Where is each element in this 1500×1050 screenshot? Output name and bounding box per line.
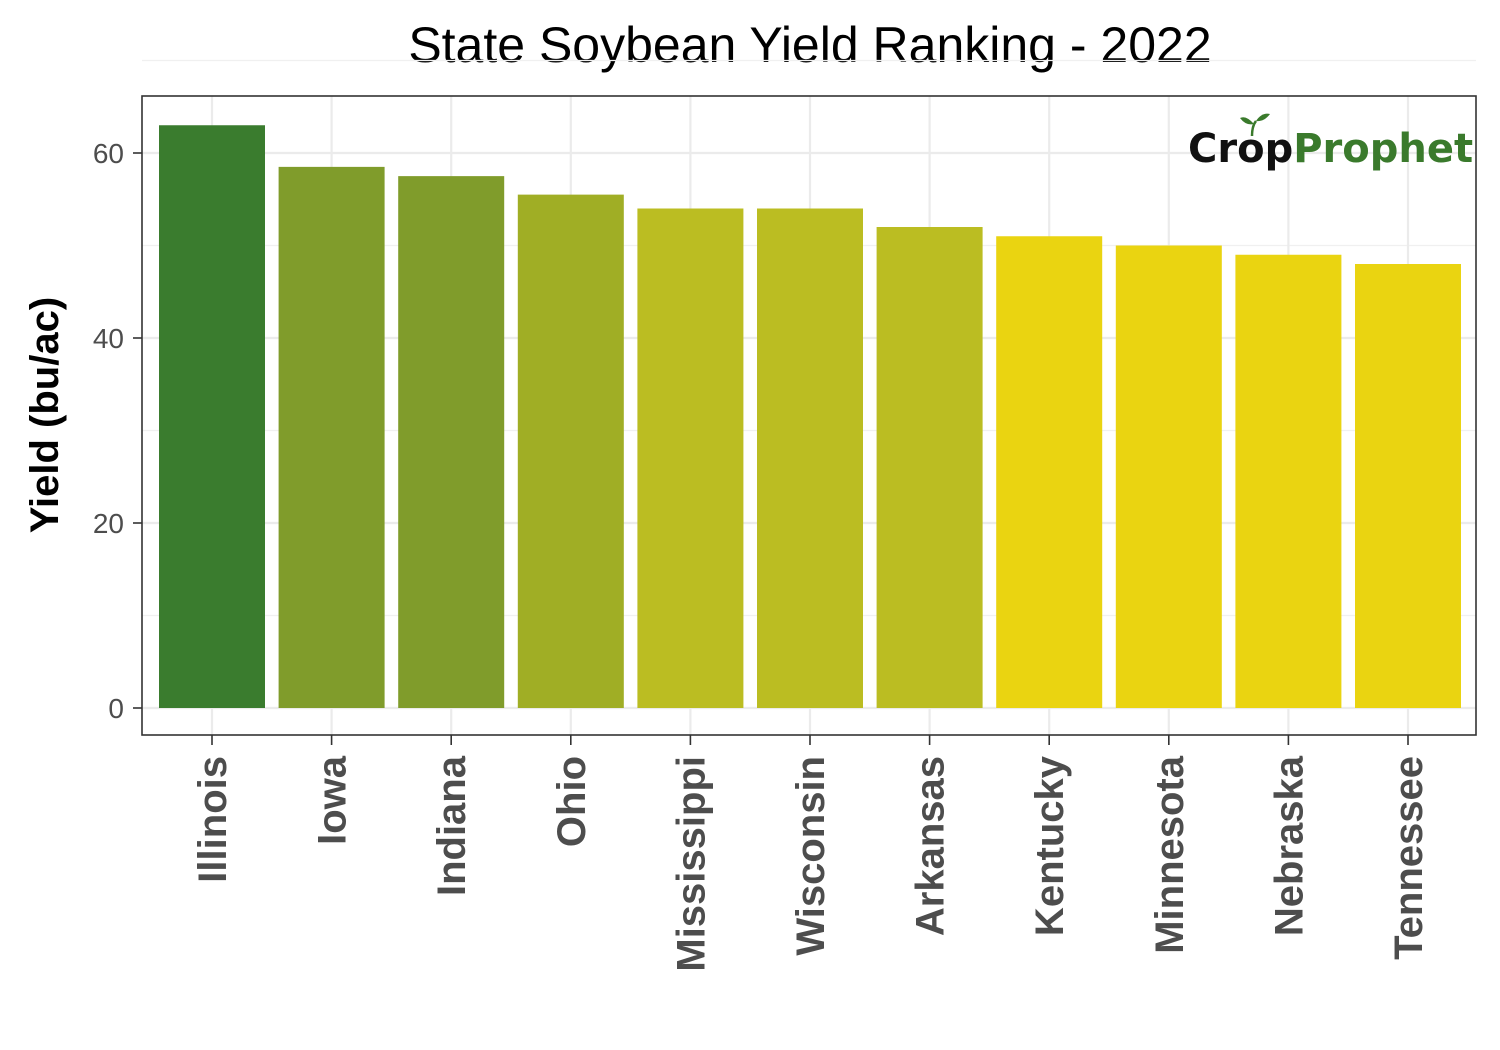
bar-ohio	[517, 194, 624, 708]
x-tick-label-kentucky: Kentucky	[1028, 755, 1072, 936]
x-tick-label-illinois: Illinois	[191, 756, 235, 883]
bar-iowa	[278, 166, 385, 708]
bar-indiana	[398, 176, 505, 708]
y-axis: 0 20 40 60	[93, 138, 142, 724]
x-tick-label-indiana: Indiana	[430, 755, 474, 896]
chart-title: State Soybean Yield Ranking - 2022	[408, 17, 1211, 73]
cropprophet-logo: CropProphet	[1188, 113, 1473, 172]
bars	[159, 125, 1461, 708]
y-tick-label: 40	[93, 323, 124, 354]
logo-text-crop: Crop	[1188, 126, 1293, 172]
y-tick-label: 20	[93, 508, 124, 539]
y-tick-label: 60	[93, 138, 124, 169]
x-tick-label-ohio: Ohio	[550, 756, 594, 847]
x-tick-label-mississippi: Mississippi	[669, 756, 713, 972]
logo-text-prophet: Prophet	[1293, 126, 1473, 172]
bar-illinois	[159, 125, 265, 708]
x-tick-label-nebraska: Nebraska	[1267, 755, 1311, 936]
y-axis-label: Yield (bu/ac)	[23, 297, 67, 533]
bar-minnesota	[1115, 245, 1222, 708]
bar-nebraska	[1235, 254, 1342, 708]
plot-border	[141, 95, 1477, 736]
y-tick-label: 0	[108, 693, 124, 724]
x-tick-label-tennessee: Tennessee	[1387, 756, 1431, 960]
sprout-icon	[1240, 113, 1270, 137]
x-tick-label-wisconsin: Wisconsin	[789, 756, 833, 956]
bar-arkansas	[876, 227, 983, 708]
bar-kentucky	[996, 236, 1103, 708]
svg-text:CropProphet: CropProphet	[1188, 126, 1473, 172]
bar-mississippi	[637, 208, 744, 708]
bar-tennessee	[1355, 264, 1461, 708]
x-tick-label-arkansas: Arkansas	[909, 756, 953, 936]
x-axis: Illinois Iowa Indiana Ohio Mississippi Wiscon…	[191, 735, 1431, 972]
bar-wisconsin	[757, 208, 863, 708]
x-tick-label-minnesota: Minnesota	[1148, 755, 1192, 954]
x-tick-label-iowa: Iowa	[311, 755, 355, 845]
